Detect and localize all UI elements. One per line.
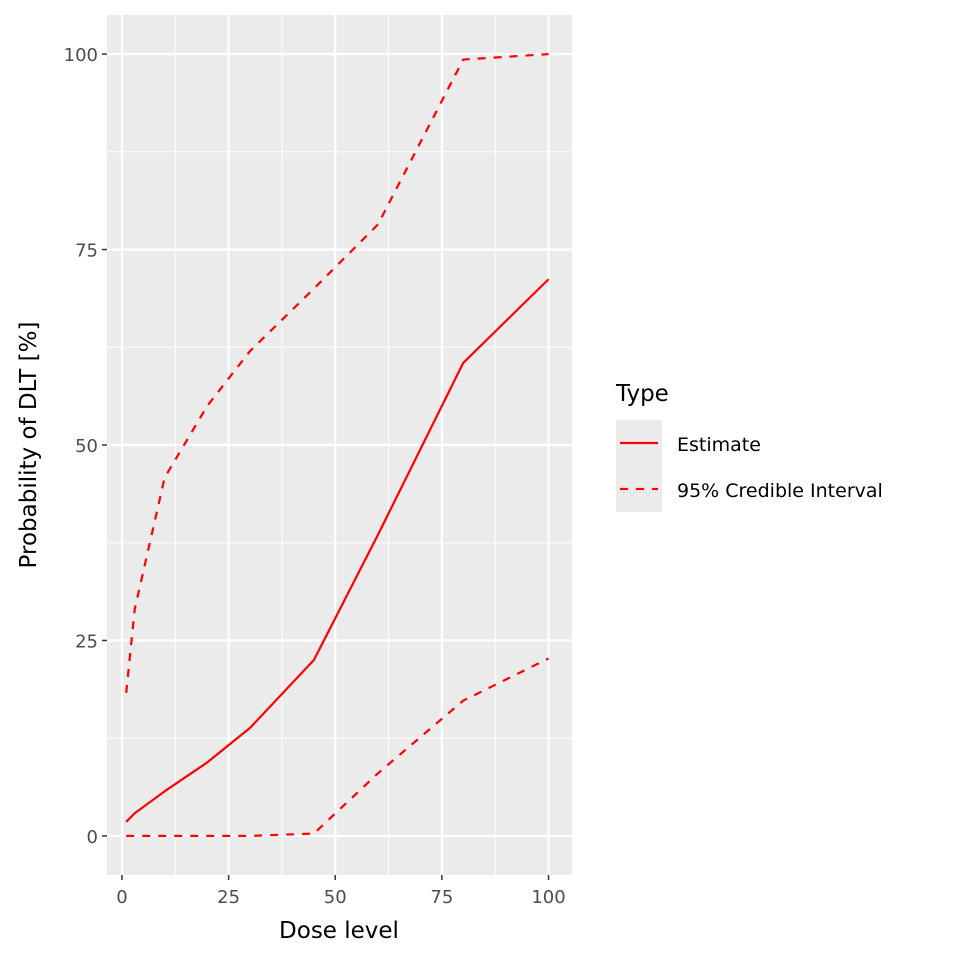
y-tick-label: 0 [87, 827, 98, 848]
y-tick-label: 50 [75, 436, 98, 457]
x-axis-label: Dose level [279, 918, 399, 944]
y-tick-label: 75 [75, 241, 98, 262]
series-interval-upper [125, 52, 549, 693]
y-axis-label: Probability of DLT [%] [16, 322, 42, 569]
x-tick-label: 50 [324, 887, 347, 908]
legend-label-estimate: Estimate [677, 434, 761, 456]
legend-title: Type [615, 381, 669, 407]
x-tick-label: 100 [531, 887, 565, 908]
y-tick-label: 100 [64, 45, 98, 66]
legend-label-interval: 95% Credible Interval [677, 480, 883, 502]
x-tick-label: 25 [217, 887, 240, 908]
x-tick-label: 0 [116, 887, 127, 908]
y-tick-label: 25 [75, 631, 98, 652]
x-tick-label: 75 [430, 887, 453, 908]
legend: Type Estimate 95% Credible Interval [615, 381, 883, 512]
series-estimate [125, 278, 550, 823]
series-interval-lower [126, 657, 550, 838]
